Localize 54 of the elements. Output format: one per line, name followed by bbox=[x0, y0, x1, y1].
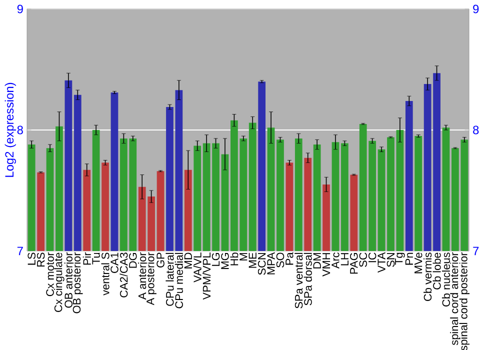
x-tick-label: LG bbox=[212, 253, 220, 266]
x-tick-label: CA2/CA3 bbox=[120, 252, 128, 298]
x-tick-label: OB posterior bbox=[72, 252, 83, 314]
x-tick-label: Tu bbox=[92, 252, 100, 264]
x-tick-label: IC bbox=[368, 252, 376, 262]
x-tick-label: Pir bbox=[82, 252, 91, 265]
x-tick-label: GP bbox=[156, 252, 164, 268]
x-tick-label: RS bbox=[36, 252, 45, 267]
x-tick-label: CPu medial bbox=[174, 252, 183, 308]
x-tick-label: SPa dorsal bbox=[304, 252, 312, 306]
x-tick-label: CA1 bbox=[110, 252, 118, 273]
y-axis-title: Log2 (expression) bbox=[4, 82, 16, 177]
x-tick-label: M bbox=[240, 253, 248, 260]
x-tick-label: VTA bbox=[378, 252, 386, 273]
x-tick-label: VMH bbox=[322, 253, 330, 276]
y2-tick-label: 7 bbox=[473, 246, 479, 256]
x-tick-label: CPu lateral bbox=[166, 252, 174, 306]
y2-tick-label: 8 bbox=[473, 126, 479, 134]
x-tick-label: Pn bbox=[405, 252, 413, 265]
x-tick-label: Cb nucleus bbox=[442, 252, 450, 306]
x-tick-label: MPA bbox=[267, 252, 275, 274]
y2-tick-label: 9 bbox=[473, 4, 479, 14]
x-tick-label: Cb vermis bbox=[424, 252, 432, 301]
x-tick-label: PAG bbox=[350, 253, 358, 274]
x-tick-label: DG bbox=[129, 253, 137, 268]
x-tick-label: Pa bbox=[286, 252, 294, 265]
x-tick-label: DM bbox=[313, 253, 321, 268]
x-tick-label: SCN bbox=[258, 253, 266, 275]
y-tick-label: 9 bbox=[17, 4, 23, 14]
x-tick-label: spinal cord anterior bbox=[450, 252, 460, 346]
x-tick-label: ME bbox=[248, 252, 256, 268]
x-tick-label: Cb lobe bbox=[432, 252, 441, 290]
x-tick-label: MD bbox=[184, 252, 192, 268]
x-tick-label: SO bbox=[276, 252, 284, 268]
x-tick-label: Cx motor bbox=[46, 252, 54, 296]
x-tick-label: OB anterior bbox=[64, 252, 72, 308]
x-tick-label: MVe bbox=[414, 252, 422, 274]
x-tick-label: Arc bbox=[332, 252, 340, 269]
x-tick-label: LS bbox=[28, 252, 36, 265]
y-tick-label: 7 bbox=[17, 246, 23, 256]
x-tick-label: LH bbox=[340, 253, 348, 266]
y-tick-label: 8 bbox=[17, 126, 23, 134]
x-tick-label: SC bbox=[359, 252, 367, 267]
x-tick-label: VA/VL bbox=[193, 252, 202, 282]
x-tick-label: Tg bbox=[395, 252, 405, 265]
x-tick-label: MG bbox=[221, 253, 229, 269]
x-tick-label: SN bbox=[386, 253, 395, 267]
x-tick-label: A anterior bbox=[138, 252, 146, 300]
x-tick-label: Hb bbox=[230, 252, 238, 266]
x-tick-label: A posterior bbox=[146, 252, 156, 306]
x-tick-label: ventral S bbox=[101, 252, 110, 296]
x-tick-label: SPa ventral bbox=[294, 252, 303, 308]
x-tick-label: VPM/VPL bbox=[202, 252, 211, 300]
x-tick-label: Cx cingulate bbox=[54, 252, 64, 312]
